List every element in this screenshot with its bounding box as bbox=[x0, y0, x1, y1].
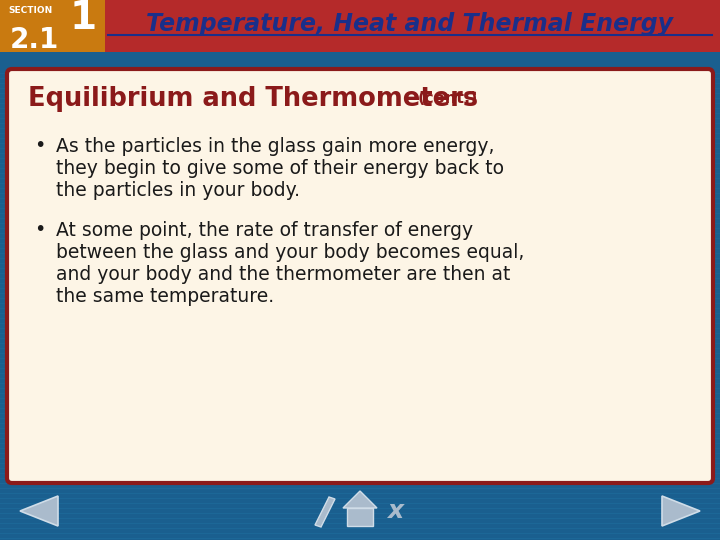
Text: and your body and the thermometer are then at: and your body and the thermometer are th… bbox=[56, 265, 510, 284]
Text: they begin to give some of their energy back to: they begin to give some of their energy … bbox=[56, 159, 504, 178]
FancyBboxPatch shape bbox=[347, 508, 373, 526]
Polygon shape bbox=[20, 496, 58, 526]
Polygon shape bbox=[315, 497, 335, 527]
FancyBboxPatch shape bbox=[0, 52, 720, 72]
Polygon shape bbox=[662, 496, 700, 526]
Text: x: x bbox=[387, 499, 403, 523]
FancyBboxPatch shape bbox=[0, 482, 720, 540]
FancyBboxPatch shape bbox=[0, 0, 105, 52]
Polygon shape bbox=[343, 491, 377, 508]
FancyBboxPatch shape bbox=[7, 69, 713, 483]
FancyBboxPatch shape bbox=[0, 0, 720, 52]
Text: Equilibrium and Thermometers: Equilibrium and Thermometers bbox=[28, 86, 478, 112]
Text: Temperature, Heat and Thermal Energy: Temperature, Heat and Thermal Energy bbox=[146, 12, 673, 36]
Text: the particles in your body.: the particles in your body. bbox=[56, 181, 300, 200]
Text: (cont.): (cont.) bbox=[418, 91, 478, 106]
Text: •: • bbox=[34, 220, 45, 239]
Text: At some point, the rate of transfer of energy: At some point, the rate of transfer of e… bbox=[56, 221, 473, 240]
Text: 2.1: 2.1 bbox=[10, 26, 59, 54]
Text: 1: 1 bbox=[70, 0, 97, 37]
Text: the same temperature.: the same temperature. bbox=[56, 287, 274, 306]
Text: SECTION: SECTION bbox=[8, 6, 53, 15]
Text: between the glass and your body becomes equal,: between the glass and your body becomes … bbox=[56, 243, 524, 262]
Text: •: • bbox=[34, 136, 45, 155]
Text: As the particles in the glass gain more energy,: As the particles in the glass gain more … bbox=[56, 137, 495, 156]
